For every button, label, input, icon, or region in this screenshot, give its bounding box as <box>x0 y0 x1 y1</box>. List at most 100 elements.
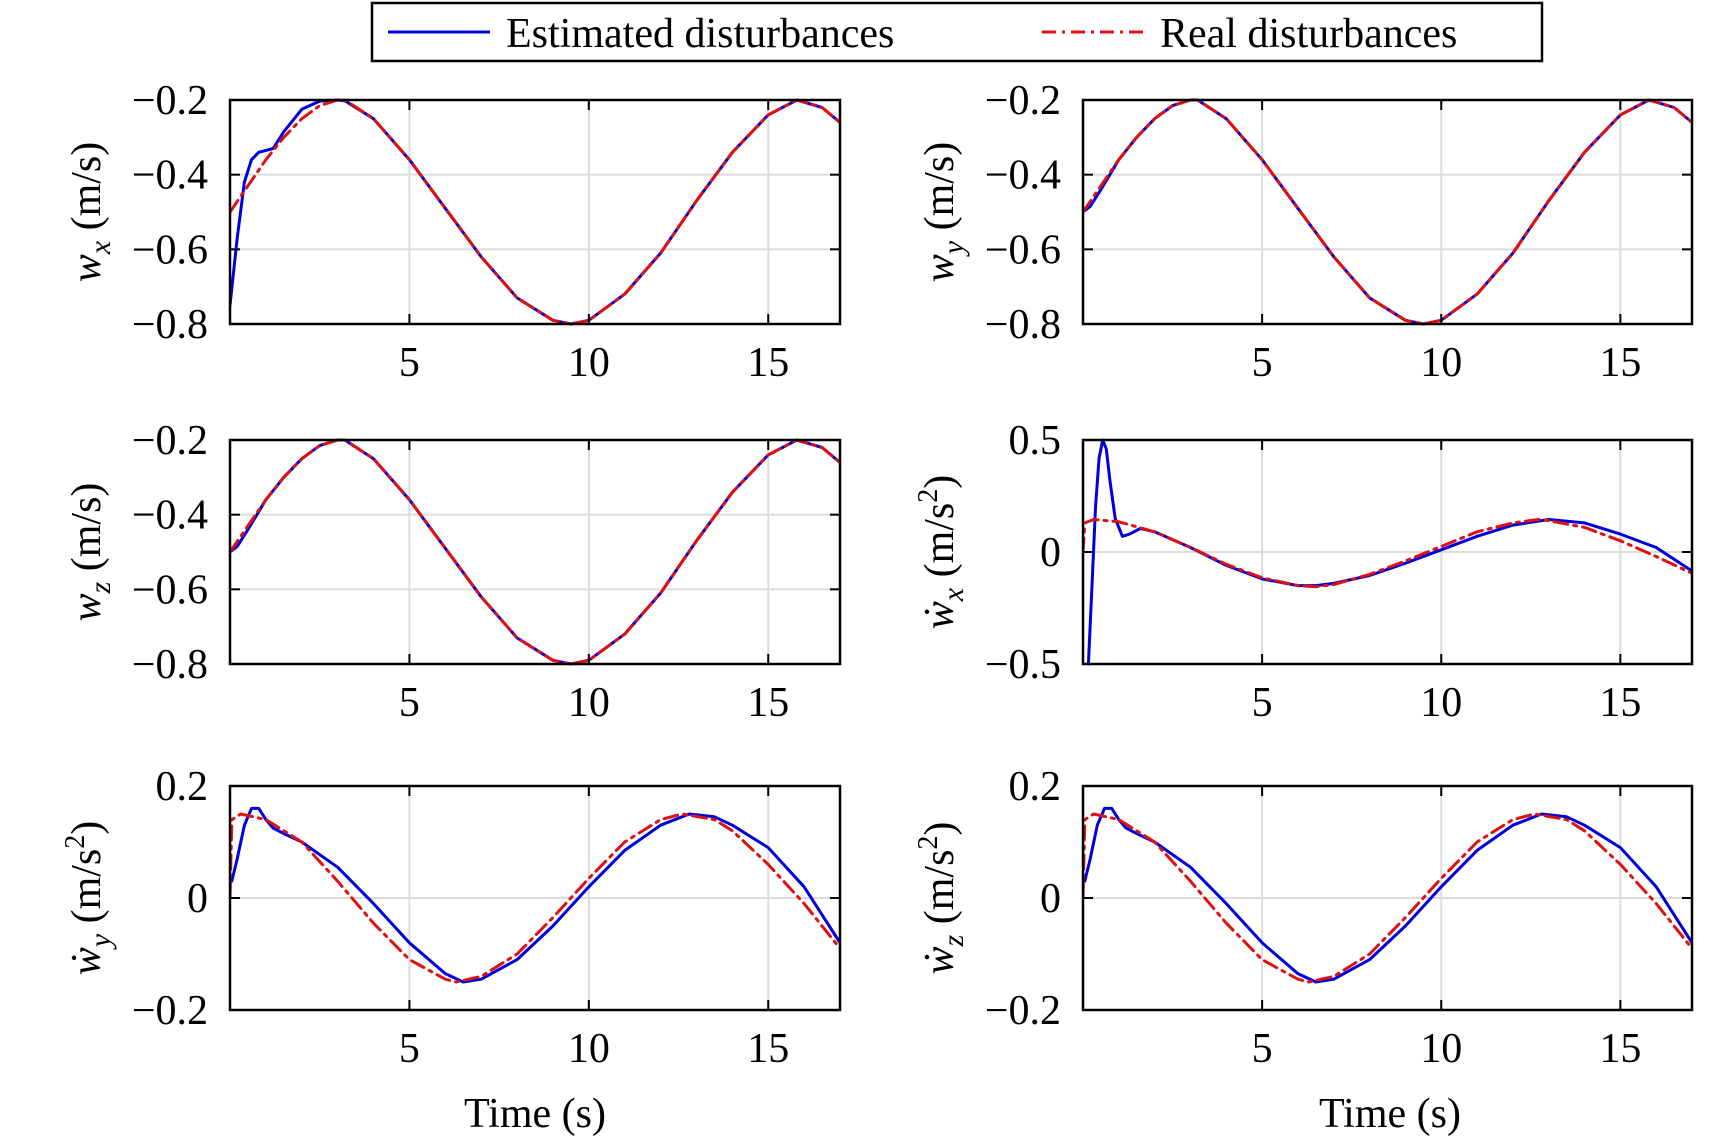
y-tick-label: −0.4 <box>985 153 1061 199</box>
y-axis-label-superscript: 2 <box>913 836 944 850</box>
axes-frame <box>1081 98 1694 326</box>
y-axis-label: wy (m/s) <box>917 142 970 283</box>
series-estimated-disturbances <box>1083 806 1692 984</box>
x-tick-label: 15 <box>1599 680 1641 726</box>
subplot-grid: 5 10 15−0.2−0.4−0.6−0.8wx (m/s)5 10 15−0.2−0… <box>60 78 1694 1072</box>
y-axis-label-superscript: 2 <box>60 835 91 849</box>
legend-box <box>370 1 1544 63</box>
y-tick-label: 0.2 <box>156 764 209 810</box>
x-tick-label: 10 <box>1420 340 1462 386</box>
series-group <box>1083 438 1692 666</box>
y-tick-label: −0.6 <box>985 227 1061 273</box>
x-tick-label: 5 <box>399 680 420 726</box>
y-tick-label: −0.2 <box>132 78 208 124</box>
series-group <box>230 438 840 666</box>
subplot-wz-dot: 5 10 15 0.2 0 −0.2 ẇz (m/s2) <box>913 764 1694 1072</box>
subplot-wy-dot: 5 10 15 0.2 0 −0.2 ẇy (m/s2) <box>60 764 842 1072</box>
y-axis-label-subscript: z <box>84 581 117 594</box>
y-tick-label: 0 <box>187 876 208 922</box>
y-axis-label-subscript: x <box>937 587 970 602</box>
y-axis-label: wx (m/s) <box>64 142 117 283</box>
subplot-wz: 5 10 15 −0.2 −0.4 −0.6 −0.8 wz (m/s) <box>64 418 842 726</box>
y-axis-label-symbol: w <box>64 254 110 282</box>
x-tick-label: 10 <box>1420 1026 1462 1072</box>
y-tick-label: −0.6 <box>132 227 208 273</box>
y-tick-label: 0 <box>1040 876 1061 922</box>
series-group <box>230 98 840 326</box>
y-axis-label-unit: (m/s) <box>64 142 110 241</box>
axes-frame <box>228 98 842 326</box>
legend-real-label: Real disturbances <box>1160 11 1457 57</box>
y-axis-label-unit: (m/s <box>917 850 963 935</box>
y-axis-label: ẇz (m/s2) <box>913 822 970 975</box>
subplot-wy: 5 10 15 −0.2 −0.4 −0.6 −0.8 wy (m/s) <box>917 78 1694 386</box>
x-tick-label: 5 <box>399 1026 420 1072</box>
x-tick-label: 15 <box>1599 340 1641 386</box>
series-real-disturbances <box>1083 98 1692 326</box>
axes-frame <box>228 438 842 666</box>
series-real-disturbances <box>230 812 840 984</box>
y-axis-label-subscript: x <box>84 240 117 255</box>
y-axis-label-subscript: y <box>84 933 117 950</box>
y-tick-label: 0.5 <box>1009 418 1062 464</box>
x-tick-label: 10 <box>1420 680 1462 726</box>
y-axis-label-unit: (m/s <box>64 849 110 934</box>
y-tick-label: −0.2 <box>132 988 208 1034</box>
x-axis-label-right: Time (s) <box>1319 1091 1461 1137</box>
y-tick-label: −0.2 <box>985 78 1061 124</box>
y-axis-label-symbol: w <box>64 593 110 621</box>
y-axis-label-paren: ) <box>917 475 963 489</box>
y-tick-label: −0.8 <box>132 642 208 688</box>
y-tick-label: 0 <box>1040 530 1061 576</box>
x-tick-label: 10 <box>568 340 610 386</box>
series-real-disturbances <box>1083 518 1692 589</box>
y-tick-label: −0.2 <box>132 418 208 464</box>
y-axis-label-superscript: 2 <box>913 489 944 503</box>
x-tick-label: 15 <box>747 680 789 726</box>
series-estimated-disturbances <box>1086 438 1692 666</box>
y-tick-label: −0.2 <box>985 988 1061 1034</box>
y-tick-label: −0.8 <box>985 302 1061 348</box>
y-tick-label: −0.4 <box>132 153 208 199</box>
series-real-disturbances <box>230 98 840 326</box>
y-axis-label-symbol: w <box>917 254 963 282</box>
y-tick-label: 0.2 <box>1009 764 1062 810</box>
y-axis-label-paren: ) <box>64 821 110 835</box>
series-group <box>1083 98 1692 326</box>
y-axis-label: ẇy (m/s2) <box>60 821 117 976</box>
x-tick-label: 10 <box>568 680 610 726</box>
series-estimated-disturbances <box>230 806 840 984</box>
y-axis-label-symbol: ẇ <box>917 601 963 629</box>
x-tick-label: 15 <box>747 1026 789 1072</box>
y-axis-label: wz (m/s) <box>64 483 117 622</box>
y-axis-label-symbol: ẇ <box>64 947 110 975</box>
y-axis-label-unit: (m/s) <box>917 142 963 241</box>
series-group <box>1083 806 1692 984</box>
legend-estimated-label: Estimated disturbances <box>506 11 894 57</box>
x-tick-label: 5 <box>1252 340 1273 386</box>
series-real-disturbances <box>1083 812 1692 984</box>
x-tick-label: 5 <box>1252 1026 1273 1072</box>
y-axis-label-paren: ) <box>917 822 963 836</box>
legend: Estimated disturbances Real disturbances <box>370 1 1544 63</box>
x-tick-label: 5 <box>1252 680 1273 726</box>
y-axis-label-subscript: z <box>937 934 970 947</box>
y-axis-label-unit: (m/s) <box>64 483 110 582</box>
y-tick-label: −0.8 <box>132 302 208 348</box>
x-tick-label: 10 <box>568 1026 610 1072</box>
y-axis-label-symbol: ẇ <box>917 946 963 974</box>
x-tick-label: 5 <box>399 340 420 386</box>
subplot-wx: 5 10 15 −0.2 −0.4 −0.6 −0.8 wx (m/s) <box>64 78 842 386</box>
y-tick-label: −0.5 <box>985 642 1061 688</box>
subplot-wx-dot: 5 10 15 0.5 0 −0.5 ẇx (m/s2) <box>913 418 1694 726</box>
y-axis-label-subscript: y <box>937 240 970 257</box>
series-real-disturbances <box>230 438 840 666</box>
x-axis-label-left: Time (s) <box>464 1091 606 1137</box>
y-tick-label: −0.6 <box>132 567 208 613</box>
y-axis-label-unit: (m/s <box>917 503 963 588</box>
y-axis-label: ẇx (m/s2) <box>913 475 970 630</box>
series-group <box>230 806 840 984</box>
x-tick-label: 15 <box>1599 1026 1641 1072</box>
